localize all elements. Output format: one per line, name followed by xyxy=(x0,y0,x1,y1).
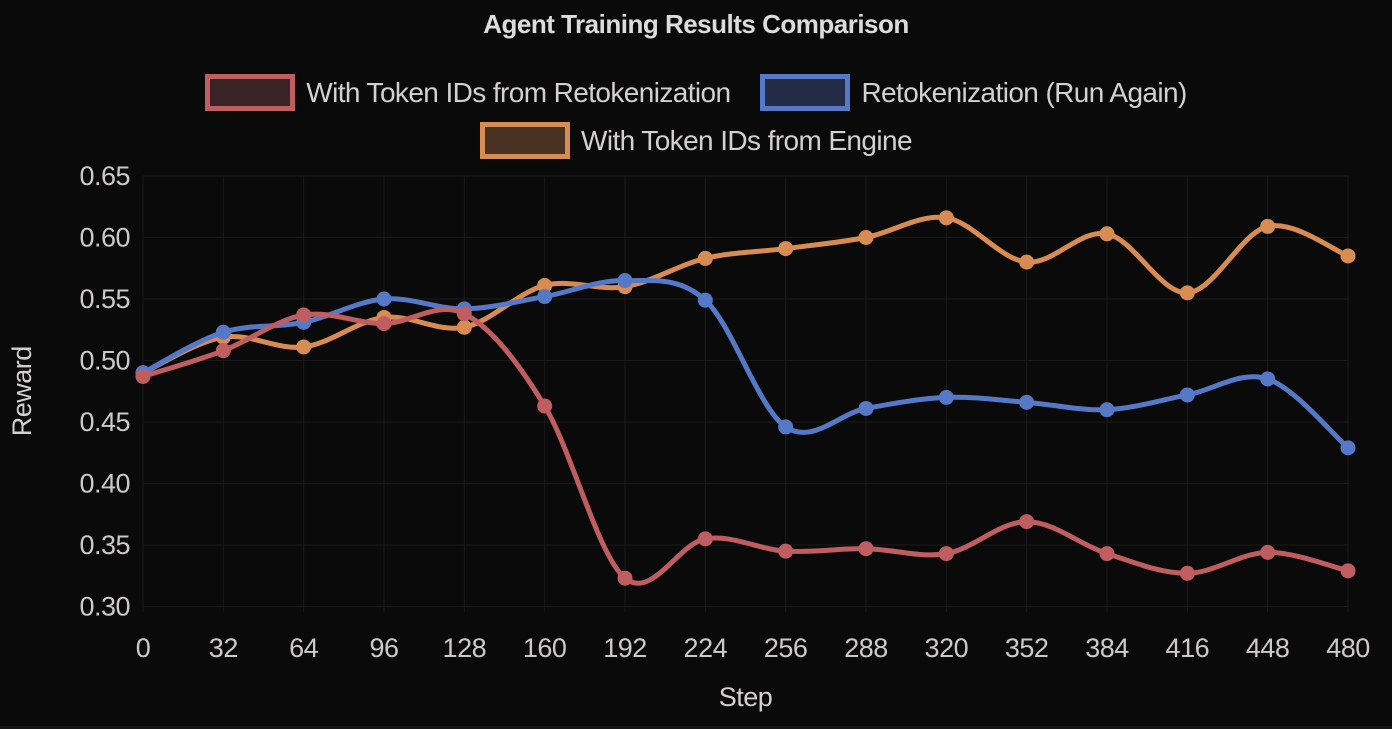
y-tick-label: 0.35 xyxy=(79,530,130,560)
x-axis-label: Step xyxy=(719,682,773,712)
legend-label: Retokenization (Run Again) xyxy=(861,77,1187,108)
x-tick-label: 0 xyxy=(136,633,151,663)
x-tick-label: 160 xyxy=(523,633,567,663)
x-tick-label: 128 xyxy=(443,633,487,663)
data-point-series-2 xyxy=(778,241,794,257)
data-point-series-0 xyxy=(858,541,874,557)
data-point-series-2 xyxy=(697,250,713,266)
data-point-series-2 xyxy=(1019,254,1035,270)
x-tick-label: 480 xyxy=(1326,633,1370,663)
window-bottom-edge xyxy=(0,726,1392,729)
data-point-series-1 xyxy=(858,400,874,416)
x-tick-label: 352 xyxy=(1005,633,1049,663)
y-tick-label: 0.45 xyxy=(79,407,130,437)
data-point-series-0 xyxy=(1019,514,1035,530)
y-tick-label: 0.50 xyxy=(79,346,130,376)
x-tick-label: 288 xyxy=(844,633,888,663)
data-point-series-1 xyxy=(1019,394,1035,410)
y-tick-label: 0.60 xyxy=(79,223,130,253)
data-point-series-1 xyxy=(537,289,553,305)
data-point-series-1 xyxy=(376,291,392,307)
data-point-series-0 xyxy=(1179,565,1195,581)
data-point-series-1 xyxy=(1260,371,1276,387)
legend-item-series-0[interactable]: With Token IDs from Retokenization xyxy=(205,74,731,111)
data-point-series-2 xyxy=(537,277,553,293)
data-point-series-0 xyxy=(778,543,794,559)
legend: With Token IDs from Retokenization Retoke… xyxy=(0,74,1392,159)
data-point-series-2 xyxy=(938,210,954,226)
data-point-series-1 xyxy=(1179,387,1195,403)
x-tick-label: 64 xyxy=(289,633,319,663)
legend-swatch xyxy=(205,74,296,111)
legend-swatch xyxy=(480,122,571,159)
data-point-series-1 xyxy=(617,273,633,289)
y-tick-label: 0.65 xyxy=(79,161,130,191)
data-point-series-0 xyxy=(135,368,151,384)
data-point-series-2 xyxy=(1099,226,1115,242)
data-point-series-0 xyxy=(1099,546,1115,562)
data-point-series-2 xyxy=(456,319,472,335)
x-tick-label: 192 xyxy=(603,633,647,663)
data-point-series-2 xyxy=(858,230,874,245)
x-tick-label: 32 xyxy=(209,633,238,663)
y-tick-label: 0.55 xyxy=(79,284,130,314)
data-point-series-1 xyxy=(697,292,713,308)
x-tick-label: 224 xyxy=(684,633,728,663)
chart-title: Agent Training Results Comparison xyxy=(483,9,909,39)
legend-label: With Token IDs from Engine xyxy=(581,125,913,156)
x-tick-label: 96 xyxy=(369,633,398,663)
series-line-0 xyxy=(140,306,1351,586)
data-point-series-2 xyxy=(1179,285,1195,301)
data-point-series-1 xyxy=(215,324,231,340)
series-line-1 xyxy=(140,277,1351,451)
y-tick-label: 0.40 xyxy=(79,469,130,499)
legend-label: With Token IDs from Retokenization xyxy=(306,77,731,108)
data-point-series-1 xyxy=(778,419,794,435)
data-point-series-0 xyxy=(376,316,392,332)
data-point-series-0 xyxy=(617,570,633,586)
data-point-series-2 xyxy=(1340,248,1356,264)
data-point-series-0 xyxy=(537,398,553,414)
data-point-series-1 xyxy=(938,389,954,405)
x-tick-label: 384 xyxy=(1085,633,1129,663)
y-axis-label: Reward xyxy=(7,346,37,436)
legend-row: With Token IDs from Engine xyxy=(480,122,913,159)
legend-item-series-2[interactable]: With Token IDs from Engine xyxy=(480,122,913,159)
data-point-series-0 xyxy=(456,306,472,322)
data-point-series-0 xyxy=(938,546,954,562)
x-tick-label: 448 xyxy=(1246,633,1290,663)
data-point-series-1 xyxy=(1340,440,1356,456)
legend-swatch xyxy=(760,74,851,111)
data-point-series-0 xyxy=(697,531,713,547)
x-tick-label: 416 xyxy=(1166,633,1210,663)
x-tick-label: 320 xyxy=(925,633,969,663)
data-point-series-2 xyxy=(1260,218,1276,234)
data-point-series-0 xyxy=(1260,544,1276,560)
x-tick-label: 256 xyxy=(764,633,808,663)
y-tick-label: 0.30 xyxy=(79,592,130,622)
series-line-2 xyxy=(140,214,1351,376)
data-point-series-0 xyxy=(215,343,231,359)
data-point-series-2 xyxy=(296,339,312,355)
data-point-series-0 xyxy=(296,307,312,323)
data-point-series-1 xyxy=(1099,402,1115,418)
legend-item-series-1[interactable]: Retokenization (Run Again) xyxy=(760,74,1187,111)
data-point-series-0 xyxy=(1340,563,1356,579)
legend-row: With Token IDs from Retokenization Retoke… xyxy=(205,74,1187,111)
